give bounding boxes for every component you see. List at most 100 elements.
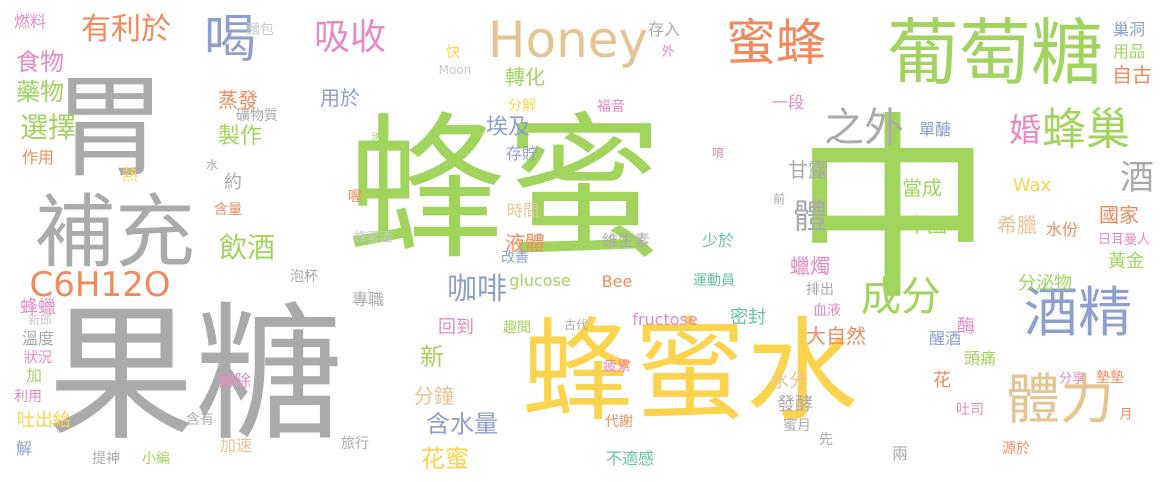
word-34: 用品	[1112, 42, 1146, 61]
word-39: 一段	[771, 93, 805, 112]
word-101: 發酵	[777, 394, 813, 415]
word-115: 提神	[92, 451, 120, 467]
word-53: 當成	[902, 176, 942, 200]
word-9: 蜜蜂	[726, 14, 826, 72]
word-68: 改善	[501, 250, 529, 266]
word-119: 唷	[711, 146, 725, 160]
word-31: 存入	[647, 20, 681, 39]
word-99: 利用	[14, 389, 42, 405]
word-112: 花蜜	[421, 445, 469, 473]
word-109: 解	[15, 439, 33, 458]
word-55: 希臘	[997, 213, 1037, 237]
word-84: 密封	[730, 307, 766, 328]
word-20: 酒	[1120, 158, 1154, 198]
word-63: 維生素	[601, 231, 651, 250]
word-114: 兩	[891, 444, 909, 463]
word-102: 吐司	[956, 402, 984, 418]
word-76: 專職	[351, 290, 385, 309]
word-6: 補充	[35, 186, 195, 279]
word-78: 蜂蠟	[20, 297, 56, 318]
word-43: 用於	[320, 86, 360, 110]
word-27: 埃及	[485, 115, 531, 140]
word-1: 中	[792, 95, 994, 328]
word-16: 之外	[824, 105, 904, 151]
word-98: 解除	[218, 371, 252, 390]
word-105: 含水量	[426, 410, 498, 438]
word-87: 酶	[957, 316, 975, 337]
word-57: 國家	[1099, 203, 1139, 227]
word-66: 喔	[348, 189, 362, 205]
word-29: 燃料	[13, 12, 47, 31]
word-100: 分鐘	[414, 384, 454, 408]
word-74: Bee	[601, 272, 633, 291]
word-25: 藥物	[16, 78, 64, 106]
word-2: 果糖	[47, 289, 343, 461]
word-4: 胃	[54, 63, 166, 193]
word-5: 葡萄糖	[886, 11, 1104, 95]
word-79: 新郎	[27, 313, 53, 327]
word-12: 蜂巢	[1042, 104, 1130, 155]
word-93: 水分	[771, 371, 807, 392]
word-19: 體	[793, 197, 827, 237]
word-116: 小編	[142, 451, 170, 467]
word-60: 黃金	[1108, 251, 1144, 272]
word-52: 甘露	[788, 158, 828, 182]
word-81: 趣聞	[503, 320, 531, 336]
word-0: 蜂蜜	[347, 98, 663, 282]
word-61: 時間	[506, 201, 540, 220]
word-14: 吸收	[313, 17, 387, 58]
word-49: 約	[224, 172, 242, 193]
word-88: 溫度	[21, 329, 55, 348]
word-80: 回到	[438, 317, 474, 338]
word-77: 血液	[813, 303, 841, 319]
word-51: 含量	[214, 202, 242, 218]
word-65: 前	[772, 192, 786, 206]
word-24: 食物	[16, 48, 64, 76]
word-42: 礦物質	[236, 108, 278, 124]
word-58: 水份	[1045, 220, 1079, 239]
word-117: 不適感	[605, 449, 655, 468]
word-10: 酒精	[1024, 281, 1132, 344]
word-40: 單醣	[918, 120, 952, 139]
word-90: 新	[420, 343, 444, 371]
word-83: fructose	[632, 310, 698, 329]
word-47: 作用	[21, 148, 55, 167]
word-73: glucose	[509, 271, 571, 290]
word-107: 蜜月	[783, 418, 811, 434]
word-28: 轉化	[505, 65, 545, 89]
word-92: 疲累	[603, 359, 631, 375]
word-89: 狀況	[24, 350, 52, 366]
word-64: 少於	[701, 231, 735, 250]
word-95: 分享	[1058, 371, 1086, 387]
word-118: 源於	[1002, 441, 1030, 457]
word-18: 婚	[1008, 111, 1042, 149]
word-30: 麵包	[246, 22, 274, 38]
word-91: 頭痛	[963, 349, 997, 368]
word-56: Wax	[1012, 175, 1052, 196]
word-17: 成分	[861, 274, 941, 320]
word-44: 分解	[508, 98, 536, 114]
word-75: 運動員	[693, 273, 735, 289]
word-48: 熱	[121, 165, 139, 184]
word-104: 含有	[186, 412, 214, 428]
word-46: 塗	[371, 132, 385, 148]
word-35: 快	[444, 44, 460, 60]
word-33: 巢洞	[1112, 20, 1146, 39]
word-22: 飲酒	[218, 231, 276, 264]
word-72: 泡杯	[290, 269, 318, 285]
word-54: 中國	[907, 213, 947, 237]
word-62: 液體	[505, 231, 545, 255]
word-7: Honey	[487, 11, 649, 69]
word-85: 大自然	[806, 324, 866, 348]
word-15: 有利於	[81, 12, 171, 47]
word-8: 喝	[203, 10, 257, 70]
word-41: 蒸發	[218, 88, 258, 112]
word-113: 先	[819, 432, 833, 448]
word-13: C6H12O	[29, 265, 171, 305]
word-70: 分泌物	[1018, 273, 1072, 294]
word-111: 旅行	[341, 436, 369, 452]
word-106: 代謝	[605, 414, 633, 430]
word-96: 墊墊	[1096, 370, 1124, 386]
word-45: 存貯	[505, 144, 539, 163]
word-110: 加速	[219, 436, 253, 455]
